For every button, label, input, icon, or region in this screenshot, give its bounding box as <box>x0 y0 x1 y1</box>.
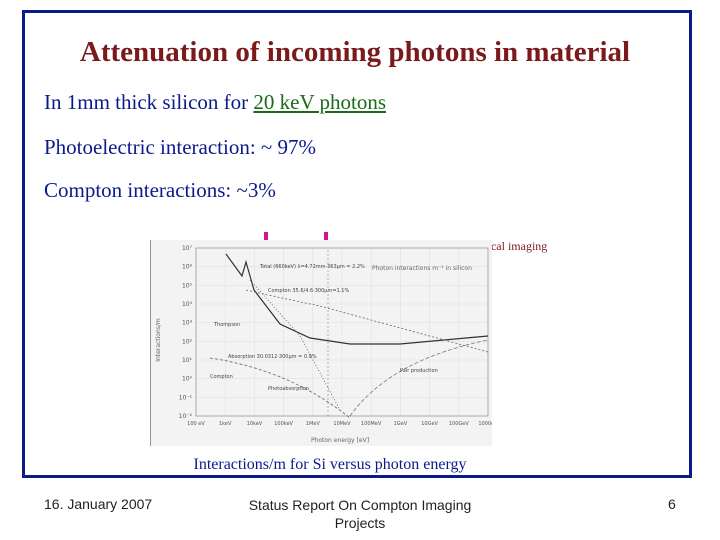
pair-production-curve <box>349 339 489 417</box>
x-tick-label: 100 eV <box>187 421 205 427</box>
y-tick-label: 10¹ <box>182 357 193 364</box>
annotation-photoabsorption: Photoabsorption <box>268 386 309 392</box>
line1-prefix: In 1mm thick silicon for <box>44 90 254 114</box>
x-axis-label: Photon energy [eV] <box>311 437 369 444</box>
x-tick-label: 10MeV <box>333 421 351 427</box>
figure-caption: Interactions/m for Si versus photon ener… <box>193 456 467 473</box>
y-tick-label: 10⁵ <box>182 282 193 289</box>
y-tick-label: 10⁻¹ <box>179 394 193 401</box>
footer-date: 16. January 2007 <box>44 496 153 512</box>
x-tick-label: 1keV <box>219 421 232 427</box>
text-line-compton: Compton interactions: ~3% <box>44 178 276 202</box>
y-tick-label: 10⁶ <box>182 264 193 271</box>
x-tick-labels: 100 eV 1keV 10keV 100keV 1MeV 10MeV 100MeV 1GeV… <box>187 421 498 427</box>
plot-frame <box>195 247 489 417</box>
y-tick-label: 10³ <box>182 320 193 327</box>
x-tick-label: 100GeV <box>449 421 469 427</box>
x-tick-label: 10keV <box>247 421 263 427</box>
y-tick-labels: 10⁷ 10⁶ 10⁵ 10⁴ 10³ 10² 10¹ 10⁰ 10⁻¹ 10⁻² <box>179 245 193 420</box>
slide-title: Attenuation of incoming photons in mater… <box>79 36 631 68</box>
annotation-total: Total (660keV) λ=4.72mm·363µm = 2.2% <box>259 264 365 270</box>
attenuation-figure: 10⁷ 10⁶ 10⁵ 10⁴ 10³ 10² 10¹ 10⁰ 10⁻¹ 10⁻² 100 eV 1… <box>149 240 498 446</box>
x-tick-label: 1MeV <box>306 421 321 427</box>
y-tick-label: 10⁷ <box>182 245 193 252</box>
slide-frame <box>22 10 692 478</box>
chart-title: Photon interactions m⁻¹ in silicon <box>372 265 472 272</box>
y-tick-label: 10⁻² <box>179 413 193 420</box>
compton-curve <box>245 289 489 353</box>
annotation-compton-value: Compton 35.6/4.6·300µm=1.1% <box>268 288 349 294</box>
text-line-silicon: In 1mm thick silicon for 20 keV photons <box>44 90 386 115</box>
x-tick-label: 1GeV <box>394 421 408 427</box>
y-axis-label: Interactions/m <box>155 318 162 362</box>
thompson-curve <box>209 357 351 419</box>
figure-background <box>150 240 492 446</box>
x-tick-label: 100keV <box>274 421 293 427</box>
annotation-absorption: Absorption 30.0312·300µm = 0.9% <box>228 354 317 360</box>
annotation-thompson: Thompson <box>213 322 240 328</box>
y-tick-label: 10⁰ <box>182 376 193 383</box>
y-tick-label: 10⁴ <box>182 301 193 308</box>
total-curve <box>225 253 489 345</box>
x-tick-label: 1000eV <box>478 421 492 427</box>
annotation-compton: Compton <box>210 374 233 380</box>
footer-title: Status Report On Compton Imaging Project… <box>248 497 472 531</box>
x-tick-label: 100MeV <box>361 421 382 427</box>
photoabsorption-curve <box>249 279 341 411</box>
line1-energy: 20 keV photons <box>253 90 387 114</box>
page-number: 6 <box>668 496 676 512</box>
text-line-photoelectric: Photoelectric interaction: ~ 97% <box>44 135 317 159</box>
x-tick-label: 10GeV <box>421 421 438 427</box>
y-tick-label: 10² <box>182 338 193 345</box>
annotation-pair-production: Pair production <box>400 368 438 374</box>
